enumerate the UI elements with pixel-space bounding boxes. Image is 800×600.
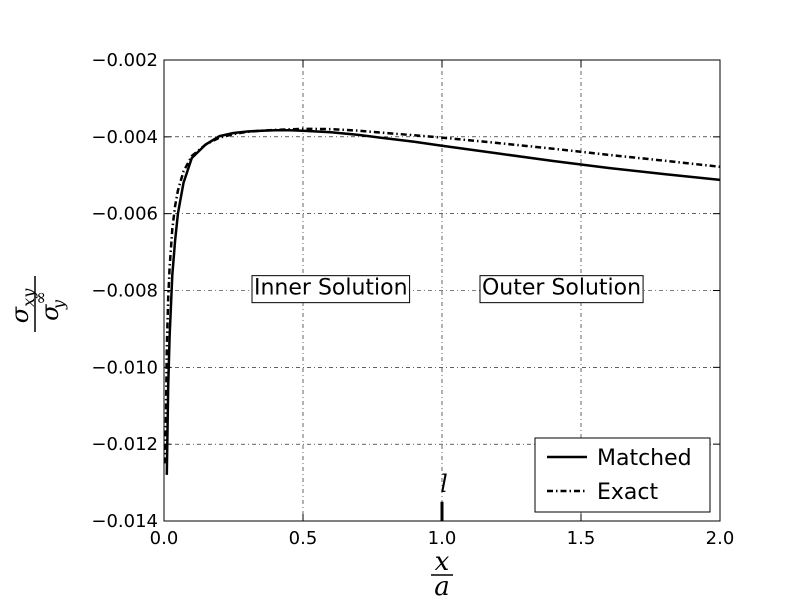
annotation-label: Outer Solution (482, 276, 641, 301)
y-tick-label: −0.004 (91, 127, 158, 148)
y-axis-label-numerator-subscript: xy (19, 288, 38, 307)
x-tick-label: 2.0 (706, 528, 735, 549)
x-axis-label-numerator: x (435, 547, 450, 577)
y-tick-label: −0.014 (91, 511, 158, 532)
y-axis-label: σxy σ∞y (6, 276, 68, 332)
y-tick-label: −0.002 (91, 50, 158, 71)
legend-box (534, 437, 711, 513)
x-tick-label: 1.5 (567, 528, 596, 549)
x-tick-label: 0.5 (289, 528, 318, 549)
legend-label-exact: Exact (597, 480, 658, 505)
annotation-label: Inner Solution (254, 276, 408, 301)
annotation-inner-solution: Inner Solution (251, 275, 411, 304)
legend: Matched Exact (534, 437, 711, 513)
y-axis-label-denominator: σ∞y (31, 291, 68, 321)
y-axis-label-denominator-subscript: y (49, 299, 68, 310)
x-axis-label-denominator: a (434, 572, 450, 600)
annotations-group: Inner Solution Outer Solution (251, 275, 644, 304)
y-axis-label-numerator: σxy (6, 288, 38, 323)
y-axis-label-numerator-symbol: σ (6, 306, 34, 323)
ticks-group: 0.0 0.5 1.0 1.5 2.0 −0.014 −0.012 −0.010 −0.008 −… (91, 50, 734, 549)
annotation-box (479, 275, 644, 304)
series-group (164, 127, 721, 475)
annotation-box (251, 275, 411, 304)
y-tick-label: −0.008 (91, 281, 158, 302)
y-tick-label: −0.006 (91, 204, 158, 225)
series-line-exact (164, 127, 721, 464)
annotation-outer-solution: Outer Solution (479, 275, 644, 304)
y-axis-label-denominator-superscript: ∞ (31, 291, 50, 304)
x-tick-label: 1.0 (428, 528, 457, 549)
x-tick-label: 0.0 (150, 528, 179, 549)
y-tick-label: −0.010 (91, 357, 158, 378)
legend-label-matched: Matched (597, 446, 692, 471)
x-axis-label: x a (431, 547, 453, 600)
y-axis-label-denominator-symbol: σ (36, 304, 64, 321)
marker-label: l (440, 470, 448, 498)
y-tick-label: −0.012 (91, 434, 158, 455)
